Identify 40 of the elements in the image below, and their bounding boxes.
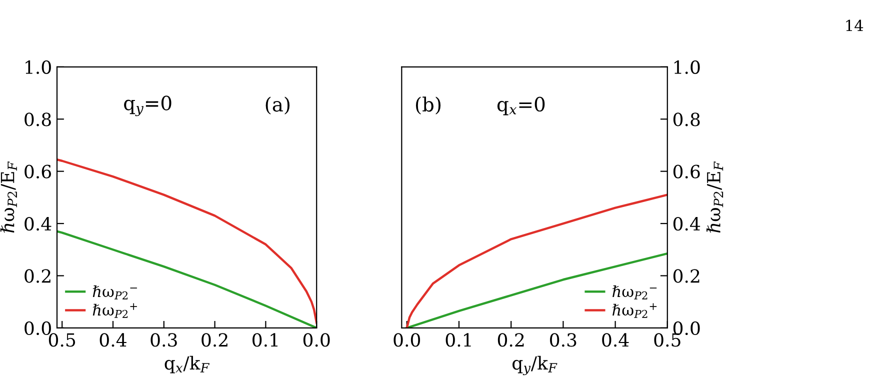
y-tick-label: 0.0 — [24, 321, 51, 336]
x-tick-label: 0.2 — [202, 333, 228, 347]
x-tick-label: 0.1 — [252, 333, 278, 347]
y-tick-label: 1.0 — [674, 60, 700, 74]
y-tick-label: 0.4 — [24, 216, 52, 231]
legend-label: ℏω$_{P2}$$^{−}$ — [92, 285, 137, 300]
x-tick-label: 0.3 — [550, 333, 576, 347]
x-tick-label: 0.3 — [150, 333, 177, 347]
y-tick-label: 0.2 — [24, 269, 50, 283]
y-tick-label: 0.8 — [673, 112, 700, 126]
x-axis-title: q$_{x}$/k$_{F}$ — [164, 356, 210, 374]
line-series — [406, 194, 668, 328]
x-tick-label: 0.0 — [303, 333, 330, 347]
y-axis-title: ℏω$_{P2}$/E$_{F}$ — [0, 161, 17, 233]
y-tick-label: 0.0 — [673, 321, 700, 336]
line-series — [57, 158, 317, 324]
legend-label: ℏω$_{P2}$$^{+}$ — [92, 303, 137, 318]
y-tick-label: 0.4 — [673, 216, 700, 231]
x-tick-label: 0.1 — [446, 333, 471, 347]
annotation: (a) — [266, 96, 290, 114]
x-tick-label: 0.5 — [654, 333, 680, 347]
y-axis-title: ℏω$_{P2}$/E$_{F}$ — [706, 161, 724, 233]
y-tick-label: 0.8 — [24, 112, 51, 126]
legend-label: ℏω$_{P2}$$^{−}$ — [612, 285, 657, 300]
annotation: (b) — [416, 96, 441, 114]
x-tick-label: 0.4 — [602, 333, 629, 347]
y-tick-label: 0.2 — [673, 269, 700, 283]
line-series — [406, 252, 668, 328]
x-tick-label: 0.4 — [100, 333, 126, 347]
y-tick-label: 0.6 — [673, 164, 700, 178]
x-tick-label: 0.2 — [498, 333, 524, 347]
x-tick-label: 0.5 — [48, 333, 76, 347]
x-tick-label: 0.0 — [394, 333, 420, 347]
annotation: q$_{y}$=0 — [124, 96, 172, 116]
y-tick-label: 1.0 — [26, 60, 51, 74]
legend-label: ℏω$_{P2}$$^{+}$ — [612, 303, 657, 318]
y-tick-label: 0.6 — [24, 164, 52, 178]
x-axis-title: q$_{y}$/k$_{F}$ — [512, 356, 558, 376]
text: 14 — [846, 20, 864, 32]
annotation: q$_{x}$=0 — [497, 96, 545, 116]
